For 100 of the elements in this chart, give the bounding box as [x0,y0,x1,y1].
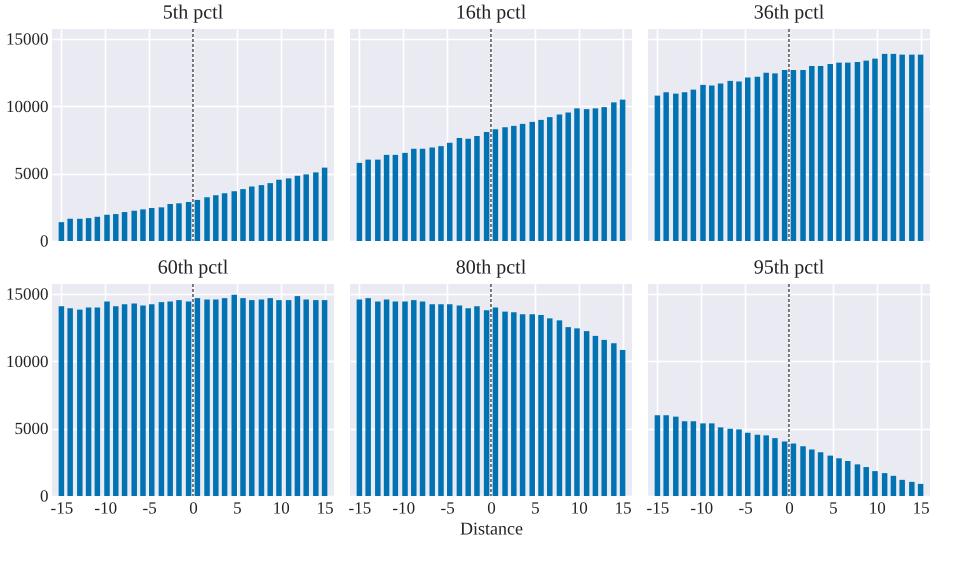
x-tick-label: -10 [392,498,416,518]
bar [474,306,480,496]
bar [213,195,219,241]
bar [240,189,246,241]
x-tick-label: 0 [487,498,496,518]
bar [429,304,435,496]
bar [899,480,905,496]
bar [673,94,679,241]
bar [890,476,896,496]
bar [709,86,715,241]
bar [854,464,860,496]
bar [682,92,688,241]
chart-title: 80th pctl [456,256,527,278]
bar [104,214,110,241]
bar [818,66,824,241]
bar [745,77,751,241]
bar [131,210,137,241]
bar [365,298,371,496]
bar [700,84,706,241]
bar [663,92,669,241]
x-tick-label: -10 [94,498,118,518]
bar [845,461,851,496]
bar [836,458,842,496]
bar [592,108,598,241]
bar [909,482,915,496]
chart-title: 95th pctl [754,256,825,278]
bar [718,84,724,241]
bar [140,209,146,241]
bar [556,320,562,496]
bar [529,122,535,241]
bar [882,473,888,496]
bar [872,58,878,241]
bar [547,117,553,241]
bar [754,434,760,496]
bar [827,64,833,241]
bar [375,160,381,241]
bar [456,306,462,496]
bar [727,80,733,241]
bar [565,112,571,241]
y-tick-label: 0 [40,486,48,506]
bar [194,200,200,241]
x-tick-label: 10 [272,498,290,518]
x-tick-label: 5 [233,498,242,518]
bar [918,484,924,496]
x-tick-label: 10 [570,498,588,518]
bar [384,299,390,496]
bar [574,108,580,241]
x-tick-label: -10 [690,498,714,518]
bar [58,222,64,241]
bar [809,450,815,496]
bar [601,340,607,496]
x-tick-label: -5 [738,498,753,518]
bar [502,312,508,496]
bar [763,72,769,241]
bar [186,202,192,241]
bar [392,302,398,496]
bar [890,54,896,241]
bar [754,76,760,241]
bar [520,124,526,241]
bar [511,126,517,241]
bar [790,444,796,496]
bar [529,314,535,496]
bar [402,152,408,241]
bar [113,214,119,241]
bar [429,147,435,241]
bar [474,136,480,241]
x-tick-label: 10 [868,498,886,518]
bar [827,456,833,496]
bar [772,438,778,496]
bar [231,191,237,241]
bar [700,423,706,496]
bar [663,415,669,496]
bar [654,415,660,496]
bar [411,148,417,241]
y-tick-label: 10000 [6,352,48,371]
bar [763,435,769,496]
x-tick-label: -15 [348,498,372,518]
bar [484,310,490,496]
x-tick-label: 5 [531,498,540,518]
bar [167,204,173,241]
bar [520,314,526,496]
bar [402,302,408,496]
bar [67,218,73,241]
bar [538,314,544,496]
y-tick-label: 15000 [6,30,48,49]
bar [601,107,607,241]
bar [584,331,590,496]
bar [736,429,742,496]
bar [592,336,598,496]
bar [918,54,924,241]
bar [447,304,453,496]
bar [356,162,362,241]
x-tick-label: 15 [316,498,334,518]
bar [286,178,292,241]
bar [447,142,453,241]
bar [782,70,788,241]
bar [611,343,617,496]
bar [620,100,626,241]
bar [584,109,590,241]
bar [204,197,210,241]
